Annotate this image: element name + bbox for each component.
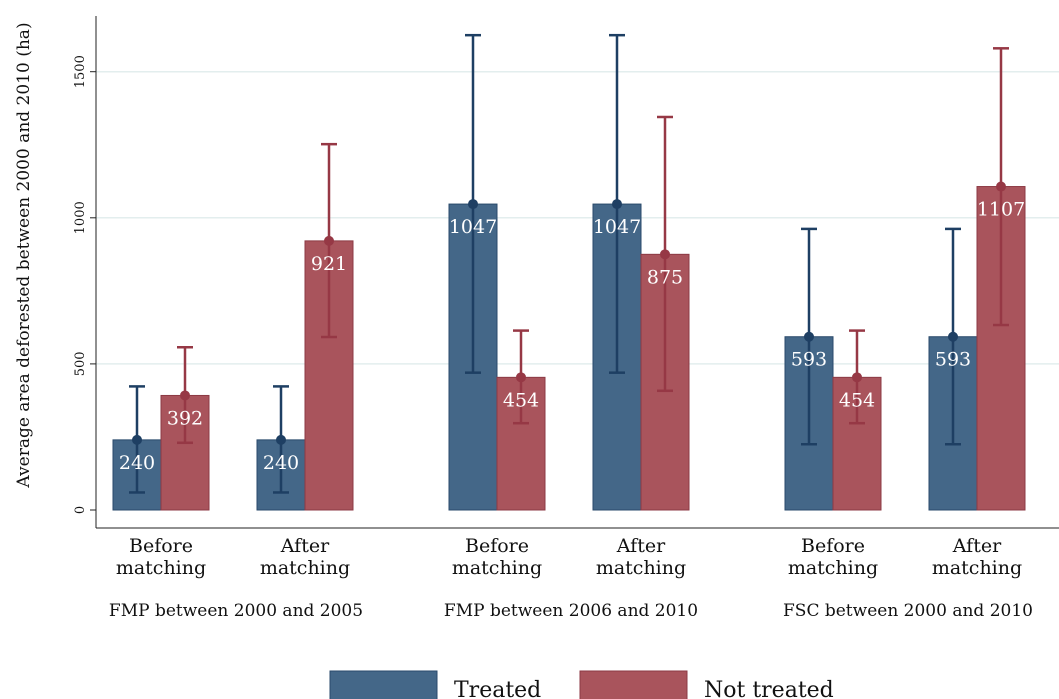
mean-point <box>516 372 526 383</box>
category-label: Before matching <box>452 535 542 579</box>
mean-point <box>660 249 670 260</box>
y-tick-label: 0 <box>73 506 88 514</box>
category-label: After matching <box>596 535 686 579</box>
group-label: FMP between 2000 and 2005 <box>109 601 363 621</box>
value-labels: 240 240 1047 1047 593 593 392 921 454 875 454 1107 <box>119 199 1025 474</box>
mean-point <box>180 390 190 401</box>
value-label: 593 <box>935 349 971 371</box>
category-label: Before matching <box>788 535 878 579</box>
x-axis: Before matching After matching FMP between 2… <box>96 527 1059 621</box>
value-label: 921 <box>311 253 347 275</box>
gridlines <box>96 70 1059 365</box>
legend-label-not-treated: Not treated <box>704 678 834 699</box>
value-label: 875 <box>647 266 683 288</box>
y-axis-title: Average area deforested between 2000 and… <box>14 22 34 488</box>
value-label: 1107 <box>977 199 1025 221</box>
legend-swatch-not-treated <box>579 670 688 699</box>
y-axis: 0 500 1000 1500 <box>73 16 97 528</box>
value-label: 1047 <box>449 216 497 238</box>
value-label: 454 <box>839 389 875 411</box>
category-label: After matching <box>260 535 350 579</box>
value-label: 1047 <box>593 216 641 238</box>
y-tick-label: 500 <box>73 351 88 376</box>
mean-point <box>468 199 478 210</box>
category-label: After matching <box>932 535 1022 579</box>
value-label: 240 <box>119 452 155 474</box>
value-label: 392 <box>167 407 203 429</box>
y-tick-label: 1500 <box>73 55 88 88</box>
legend-swatch-treated <box>329 670 438 699</box>
mean-point <box>996 181 1006 192</box>
legend: Treated Not treated <box>329 670 834 699</box>
mean-point <box>612 199 622 210</box>
value-label: 454 <box>503 389 539 411</box>
group-label: FSC between 2000 and 2010 <box>783 601 1033 621</box>
y-tick-label: 1000 <box>73 201 88 234</box>
value-label: 240 <box>263 452 299 474</box>
legend-label-treated: Treated <box>454 678 541 699</box>
mean-point <box>852 372 862 383</box>
mean-point <box>948 331 958 342</box>
mean-point <box>324 235 334 246</box>
mean-point <box>276 434 286 445</box>
error-bars <box>129 33 1009 494</box>
group-label: FMP between 2006 and 2010 <box>444 601 698 621</box>
bars <box>112 186 1026 511</box>
mean-point <box>132 434 142 445</box>
category-label: Before matching <box>116 535 206 579</box>
value-label: 593 <box>791 349 827 371</box>
mean-point <box>804 331 814 342</box>
